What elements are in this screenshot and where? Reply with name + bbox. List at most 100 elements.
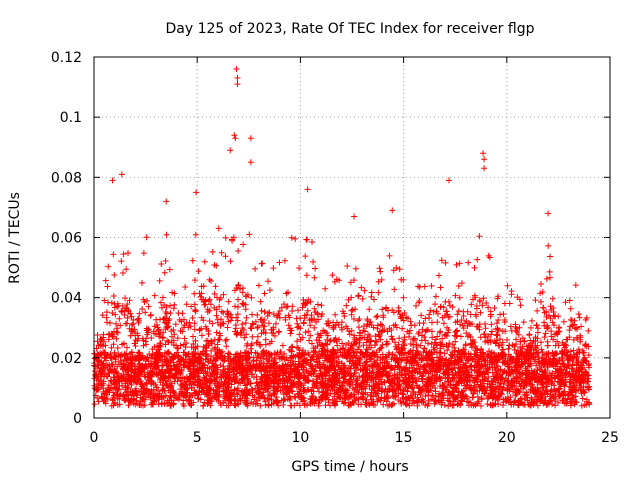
data-point (191, 326, 198, 333)
data-point (285, 312, 292, 319)
data-point (547, 253, 554, 260)
data-point (257, 298, 264, 305)
data-point (412, 302, 419, 309)
data-point (252, 265, 259, 272)
data-point (114, 329, 121, 336)
data-point (413, 341, 420, 348)
data-point (123, 266, 130, 273)
data-point (104, 283, 111, 290)
data-point (258, 307, 265, 314)
data-point (167, 302, 174, 309)
data-point (145, 326, 152, 333)
data-point (474, 305, 481, 312)
data-point (406, 365, 413, 372)
data-point (168, 333, 175, 340)
data-point (293, 344, 300, 351)
data-point (517, 302, 524, 309)
data-point (242, 319, 249, 326)
data-point (508, 288, 515, 295)
data-point (207, 301, 214, 308)
data-point (135, 315, 142, 322)
data-point (484, 401, 491, 408)
data-point (456, 260, 463, 267)
data-point (302, 253, 309, 260)
data-point (236, 396, 243, 403)
data-point (542, 330, 549, 337)
data-point (209, 320, 216, 327)
data-point (201, 258, 208, 265)
data-point (123, 344, 130, 351)
data-point (375, 289, 382, 296)
data-point (452, 347, 459, 354)
data-point (533, 362, 540, 369)
data-point (395, 341, 402, 348)
data-point (540, 304, 547, 311)
data-point (225, 298, 232, 305)
data-point (383, 354, 390, 361)
data-point (205, 330, 212, 337)
data-point (549, 319, 556, 326)
data-point (119, 269, 126, 276)
data-point (302, 329, 309, 336)
data-point (306, 337, 313, 344)
data-point (153, 316, 160, 323)
data-point (142, 309, 149, 316)
data-point (234, 311, 241, 318)
data-point (258, 260, 265, 267)
data-point (224, 324, 231, 331)
data-point (543, 314, 550, 321)
data-point (205, 297, 212, 304)
data-point (91, 401, 98, 408)
data-point (195, 268, 202, 275)
data-point (268, 330, 275, 337)
data-point (270, 265, 277, 272)
data-point (278, 397, 285, 404)
data-point (123, 350, 130, 357)
data-point (538, 346, 545, 353)
data-point (274, 314, 281, 321)
data-point (400, 317, 407, 324)
data-point (103, 309, 110, 316)
data-point (429, 334, 436, 341)
data-point (206, 318, 213, 325)
data-point (111, 272, 118, 279)
data-point (281, 257, 288, 264)
data-point (200, 402, 207, 409)
data-point (572, 282, 579, 289)
data-point (449, 341, 456, 348)
data-point (339, 326, 346, 333)
data-point (140, 250, 147, 257)
data-point (454, 318, 461, 325)
data-point (95, 361, 102, 368)
data-point (311, 305, 318, 312)
data-point (113, 335, 120, 342)
data-point (522, 360, 529, 367)
data-point (165, 338, 172, 345)
data-point (94, 395, 101, 402)
data-point (241, 334, 248, 341)
data-point (314, 331, 321, 338)
data-point (98, 337, 105, 344)
data-point (172, 321, 179, 328)
data-point (110, 293, 117, 300)
data-point (502, 328, 509, 335)
data-point (504, 336, 511, 343)
data-point (222, 234, 229, 241)
data-point (223, 343, 230, 350)
data-point (191, 277, 198, 284)
data-point (339, 382, 346, 389)
data-point (440, 320, 447, 327)
data-point (468, 301, 475, 308)
data-point (222, 337, 229, 344)
data-point (294, 338, 301, 345)
data-point (264, 310, 271, 317)
data-point (361, 287, 368, 294)
data-point (453, 261, 460, 268)
data-point (418, 332, 425, 339)
data-point (567, 348, 574, 355)
data-point (243, 314, 250, 321)
data-point (284, 289, 291, 296)
data-point (113, 320, 120, 327)
data-point (541, 334, 548, 341)
data-point (433, 308, 440, 315)
